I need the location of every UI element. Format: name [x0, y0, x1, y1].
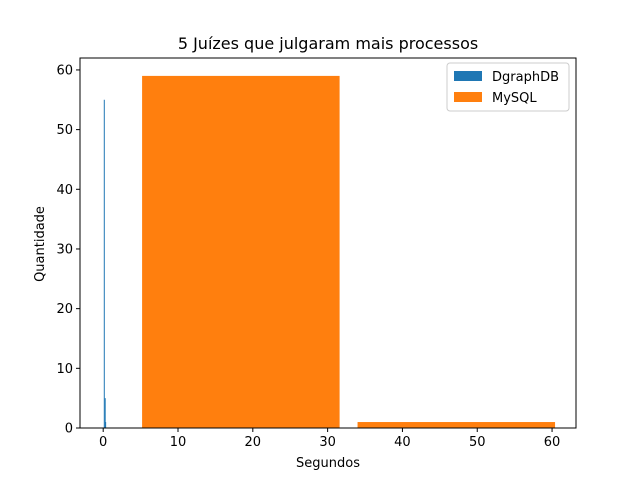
legend: DgraphDB MySQL: [446, 62, 570, 112]
legend-swatch-mysql: [454, 92, 482, 102]
x-tick-label: 10: [170, 435, 187, 450]
bar-dgraphdb-1: [104, 398, 106, 428]
x-tick-label: 0: [99, 435, 107, 450]
y-tick-label: 60: [56, 63, 73, 78]
bar-mysql-1: [357, 422, 556, 428]
x-tick-label: 30: [319, 435, 336, 450]
legend-label-mysql: MySQL: [492, 91, 537, 106]
y-axis-label: Quantidade: [33, 206, 48, 282]
y-tick-label: 30: [56, 242, 73, 257]
x-axis: 0 10 20 30 40 50 60: [99, 428, 560, 450]
legend-swatch-dgraphdb: [454, 71, 482, 81]
legend-label-dgraphdb: DgraphDB: [492, 70, 559, 85]
y-tick-label: 10: [56, 362, 73, 377]
y-axis: 0 10 20 30 40 50 60: [56, 63, 80, 437]
x-tick-label: 40: [394, 435, 411, 450]
y-tick-label: 20: [56, 302, 73, 317]
x-tick-label: 50: [469, 435, 486, 450]
bar-dgraphdb-2: [105, 422, 107, 428]
x-tick-label: 60: [544, 435, 561, 450]
y-tick-label: 50: [56, 123, 73, 138]
chart-title: 5 Juízes que julgaram mais processos: [178, 34, 478, 53]
x-tick-label: 20: [245, 435, 262, 450]
plot-area: [103, 75, 556, 428]
y-tick-label: 0: [65, 422, 73, 437]
x-axis-label: Segundos: [296, 456, 360, 471]
y-tick-label: 40: [56, 183, 73, 198]
bar-mysql-0: [142, 75, 340, 428]
bar-dgraphdb-0: [103, 99, 105, 428]
